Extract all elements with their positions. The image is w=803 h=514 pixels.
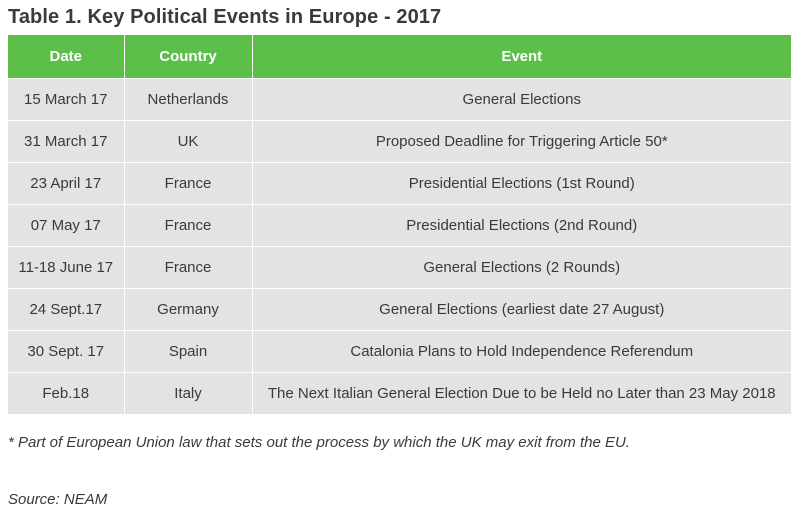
- cell-event: General Elections (2 Rounds): [252, 246, 791, 289]
- table-row: 24 Sept.17 Germany General Elections (ea…: [8, 288, 791, 331]
- cell-date: 24 Sept.17: [8, 288, 125, 331]
- table-header-row: Date Country Event: [8, 35, 791, 79]
- cell-date: 23 April 17: [8, 162, 125, 205]
- cell-date: 31 March 17: [8, 120, 125, 163]
- cell-country: France: [124, 246, 253, 289]
- cell-country: UK: [124, 120, 253, 163]
- footnote: * Part of European Union law that sets o…: [8, 434, 630, 451]
- table-row: 11-18 June 17 France General Elections (…: [8, 246, 791, 289]
- cell-event: General Elections: [252, 78, 791, 121]
- political-events-table: Date Country Event 15 March 17 Netherlan…: [8, 35, 791, 415]
- table-row: Feb.18 Italy The Next Italian General El…: [8, 372, 791, 415]
- cell-date: 11-18 June 17: [8, 246, 125, 289]
- cell-date: 07 May 17: [8, 204, 125, 247]
- cell-country: Spain: [124, 330, 253, 373]
- cell-country: France: [124, 204, 253, 247]
- cell-country: Italy: [124, 372, 253, 415]
- header-country: Country: [124, 35, 253, 79]
- table-title: Table 1. Key Political Events in Europe …: [8, 6, 442, 28]
- cell-event: Presidential Elections (1st Round): [252, 162, 791, 205]
- cell-country: France: [124, 162, 253, 205]
- cell-country: Germany: [124, 288, 253, 331]
- cell-country: Netherlands: [124, 78, 253, 121]
- cell-event: Presidential Elections (2nd Round): [252, 204, 791, 247]
- cell-event: General Elections (earliest date 27 Augu…: [252, 288, 791, 331]
- table-row: 23 April 17 France Presidential Election…: [8, 162, 791, 205]
- cell-event: Proposed Deadline for Triggering Article…: [252, 120, 791, 163]
- cell-date: 15 March 17: [8, 78, 125, 121]
- table-row: 15 March 17 Netherlands General Election…: [8, 78, 791, 121]
- header-date: Date: [8, 35, 125, 79]
- table-row: 07 May 17 France Presidential Elections …: [8, 204, 791, 247]
- cell-date: Feb.18: [8, 372, 125, 415]
- source-note: Source: NEAM: [8, 491, 108, 508]
- table-row: 30 Sept. 17 Spain Catalonia Plans to Hol…: [8, 330, 791, 373]
- header-event: Event: [252, 35, 791, 79]
- cell-event: Catalonia Plans to Hold Independence Ref…: [252, 330, 791, 373]
- cell-event: The Next Italian General Election Due to…: [252, 372, 791, 415]
- cell-date: 30 Sept. 17: [8, 330, 125, 373]
- table-row: 31 March 17 UK Proposed Deadline for Tri…: [8, 120, 791, 163]
